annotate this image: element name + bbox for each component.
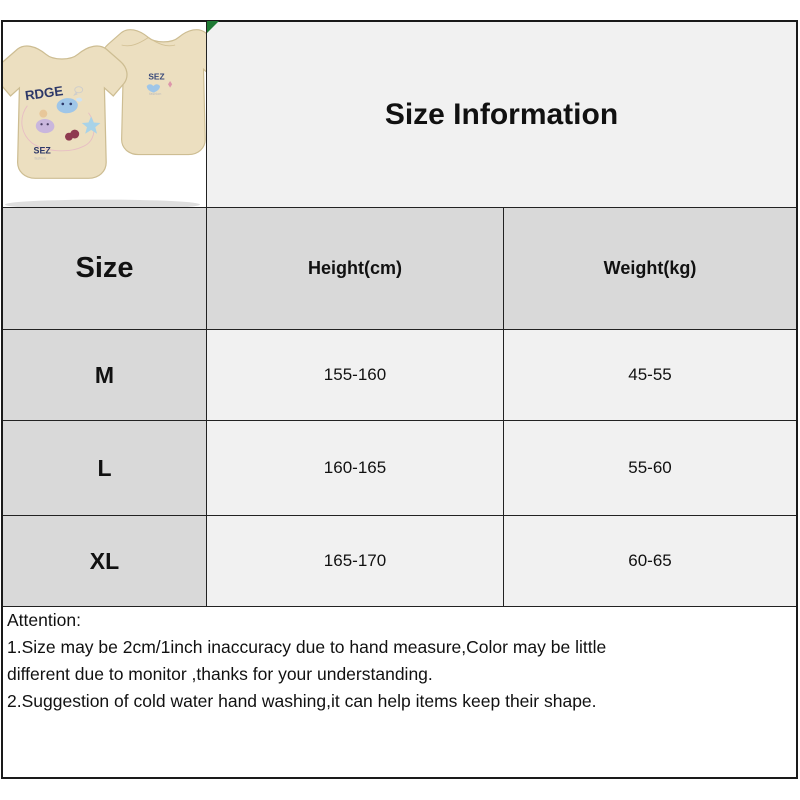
svg-text:SEZ: SEZ (34, 145, 52, 155)
svg-text:fashion: fashion (149, 92, 161, 96)
svg-text:fashion: fashion (34, 156, 45, 160)
svg-text:SEZ: SEZ (148, 71, 164, 81)
